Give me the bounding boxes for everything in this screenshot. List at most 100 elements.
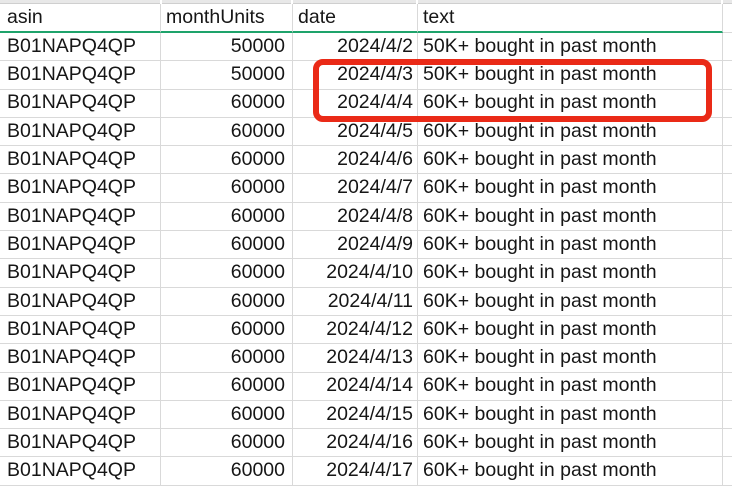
cell-asin[interactable]: B01NAPQ4QP: [0, 400, 161, 430]
table-row: B01NAPQ4QP 60000 2024/4/17 60K+ bought in p…: [0, 457, 732, 486]
cell-date[interactable]: 2024/4/12: [293, 315, 418, 345]
table-row: B01NAPQ4QP 60000 2024/4/7 60K+ bought in pa…: [0, 174, 732, 203]
cell-asin[interactable]: B01NAPQ4QP: [0, 174, 161, 203]
table-row: B01NAPQ4QP 60000 2024/4/9 60K+ bought in pa…: [0, 231, 732, 260]
cell-monthunits[interactable]: 60000: [161, 89, 293, 118]
cell-monthunits[interactable]: 60000: [161, 287, 293, 316]
cell-empty[interactable]: [723, 457, 732, 486]
cell-empty[interactable]: [723, 90, 732, 118]
column-separator: [721, 0, 723, 4]
cell-date[interactable]: 2024/4/14: [293, 372, 418, 401]
cell-asin[interactable]: B01NAPQ4QP: [0, 231, 161, 260]
cell-date[interactable]: 2024/4/15: [293, 400, 418, 430]
cell-asin[interactable]: B01NAPQ4QP: [0, 33, 161, 62]
cell-monthunits[interactable]: 60000: [161, 429, 293, 458]
cell-date[interactable]: 2024/4/16: [293, 429, 418, 458]
cell-date[interactable]: 2024/4/8: [293, 202, 418, 232]
cell-monthunits[interactable]: 60000: [161, 457, 293, 486]
cell-date[interactable]: 2024/4/7: [293, 174, 418, 203]
cell-text[interactable]: 60K+ bought in past month: [418, 202, 723, 232]
cell-text[interactable]: 60K+ bought in past month: [418, 287, 723, 316]
cell-asin[interactable]: B01NAPQ4QP: [0, 344, 161, 373]
cell-monthunits[interactable]: 50000: [161, 61, 293, 90]
cell-empty[interactable]: [723, 33, 732, 62]
cell-asin[interactable]: B01NAPQ4QP: [0, 259, 161, 288]
cell-date[interactable]: 2024/4/2: [293, 33, 418, 62]
cell-empty[interactable]: [723, 61, 732, 90]
cell-text[interactable]: 60K+ bought in past month: [418, 146, 723, 175]
cell-asin[interactable]: B01NAPQ4QP: [0, 146, 161, 175]
table-row: B01NAPQ4QP 60000 2024/4/13 60K+ bought in p…: [0, 344, 732, 373]
cell-empty[interactable]: [723, 288, 732, 316]
cell-empty[interactable]: [723, 146, 732, 175]
cell-empty[interactable]: [723, 429, 732, 458]
cell-text[interactable]: 60K+ bought in past month: [418, 259, 723, 288]
table-row: B01NAPQ4QP 60000 2024/4/8 60K+ bought in pa…: [0, 202, 732, 232]
cell-monthunits[interactable]: 50000: [161, 33, 293, 62]
cell-date[interactable]: 2024/4/10: [293, 259, 418, 288]
cell-text[interactable]: 60K+ bought in past month: [418, 231, 723, 260]
cell-text[interactable]: 60K+ bought in past month: [418, 174, 723, 203]
cell-text[interactable]: 60K+ bought in past month: [418, 117, 723, 147]
cell-empty[interactable]: [723, 344, 732, 373]
cell-date[interactable]: 2024/4/11: [293, 287, 418, 316]
cell-date[interactable]: 2024/4/4: [293, 89, 418, 118]
cell-asin[interactable]: B01NAPQ4QP: [0, 117, 161, 147]
cell-date[interactable]: 2024/4/5: [293, 117, 418, 147]
cell-text[interactable]: 60K+ bought in past month: [418, 315, 723, 345]
table-row-highlighted: B01NAPQ4QP 60000 2024/4/4 60K+ bought in pa…: [0, 89, 732, 118]
cell-empty[interactable]: [723, 203, 732, 232]
table-row: B01NAPQ4QP 50000 2024/4/2 50K+ bought in pa…: [0, 33, 732, 62]
header-cell-empty[interactable]: [723, 4, 732, 33]
cell-date[interactable]: 2024/4/9: [293, 231, 418, 260]
cell-date[interactable]: 2024/4/3: [293, 61, 418, 90]
cell-date[interactable]: 2024/4/17: [293, 457, 418, 486]
cell-asin[interactable]: B01NAPQ4QP: [0, 61, 161, 90]
cell-text[interactable]: 60K+ bought in past month: [418, 89, 723, 118]
cell-asin[interactable]: B01NAPQ4QP: [0, 202, 161, 232]
column-separator: [160, 0, 162, 4]
column-headers-strip: [0, 0, 732, 4]
cell-date[interactable]: 2024/4/6: [293, 146, 418, 175]
table-row: B01NAPQ4QP 60000 2024/4/14 60K+ bought in p…: [0, 372, 732, 401]
cell-monthunits[interactable]: 60000: [161, 231, 293, 260]
cell-monthunits[interactable]: 60000: [161, 259, 293, 288]
cell-monthunits[interactable]: 60000: [161, 315, 293, 345]
cell-empty[interactable]: [723, 316, 732, 345]
cell-text[interactable]: 50K+ bought in past month: [418, 33, 723, 62]
cell-asin[interactable]: B01NAPQ4QP: [0, 287, 161, 316]
cell-text[interactable]: 60K+ bought in past month: [418, 344, 723, 373]
cell-empty[interactable]: [723, 259, 732, 288]
cell-monthunits[interactable]: 60000: [161, 202, 293, 232]
column-separator: [416, 0, 418, 4]
cell-asin[interactable]: B01NAPQ4QP: [0, 457, 161, 486]
table-row: B01NAPQ4QP 60000 2024/4/10 60K+ bought in p…: [0, 259, 732, 288]
cell-monthunits[interactable]: 60000: [161, 117, 293, 147]
cell-empty[interactable]: [723, 174, 732, 203]
cell-text[interactable]: 60K+ bought in past month: [418, 429, 723, 458]
header-cell-monthunits[interactable]: monthUnits: [161, 4, 293, 33]
cell-empty[interactable]: [723, 373, 732, 401]
cell-monthunits[interactable]: 60000: [161, 372, 293, 401]
cell-monthunits[interactable]: 60000: [161, 344, 293, 373]
cell-monthunits[interactable]: 60000: [161, 146, 293, 175]
cell-monthunits[interactable]: 60000: [161, 400, 293, 430]
column-separator: [291, 0, 293, 4]
cell-asin[interactable]: B01NAPQ4QP: [0, 372, 161, 401]
cell-text[interactable]: 50K+ bought in past month: [418, 61, 723, 90]
cell-empty[interactable]: [723, 231, 732, 260]
cell-asin[interactable]: B01NAPQ4QP: [0, 315, 161, 345]
cell-text[interactable]: 60K+ bought in past month: [418, 372, 723, 401]
header-cell-date[interactable]: date: [293, 4, 418, 33]
cell-monthunits[interactable]: 60000: [161, 174, 293, 203]
cell-date[interactable]: 2024/4/13: [293, 344, 418, 373]
cell-asin[interactable]: B01NAPQ4QP: [0, 429, 161, 458]
cell-empty[interactable]: [723, 118, 732, 147]
cell-text[interactable]: 60K+ bought in past month: [418, 400, 723, 430]
header-cell-text[interactable]: text: [418, 4, 723, 33]
cell-text[interactable]: 60K+ bought in past month: [418, 457, 723, 486]
cell-empty[interactable]: [723, 401, 732, 430]
cell-asin[interactable]: B01NAPQ4QP: [0, 89, 161, 118]
header-cell-asin[interactable]: asin: [0, 4, 161, 33]
